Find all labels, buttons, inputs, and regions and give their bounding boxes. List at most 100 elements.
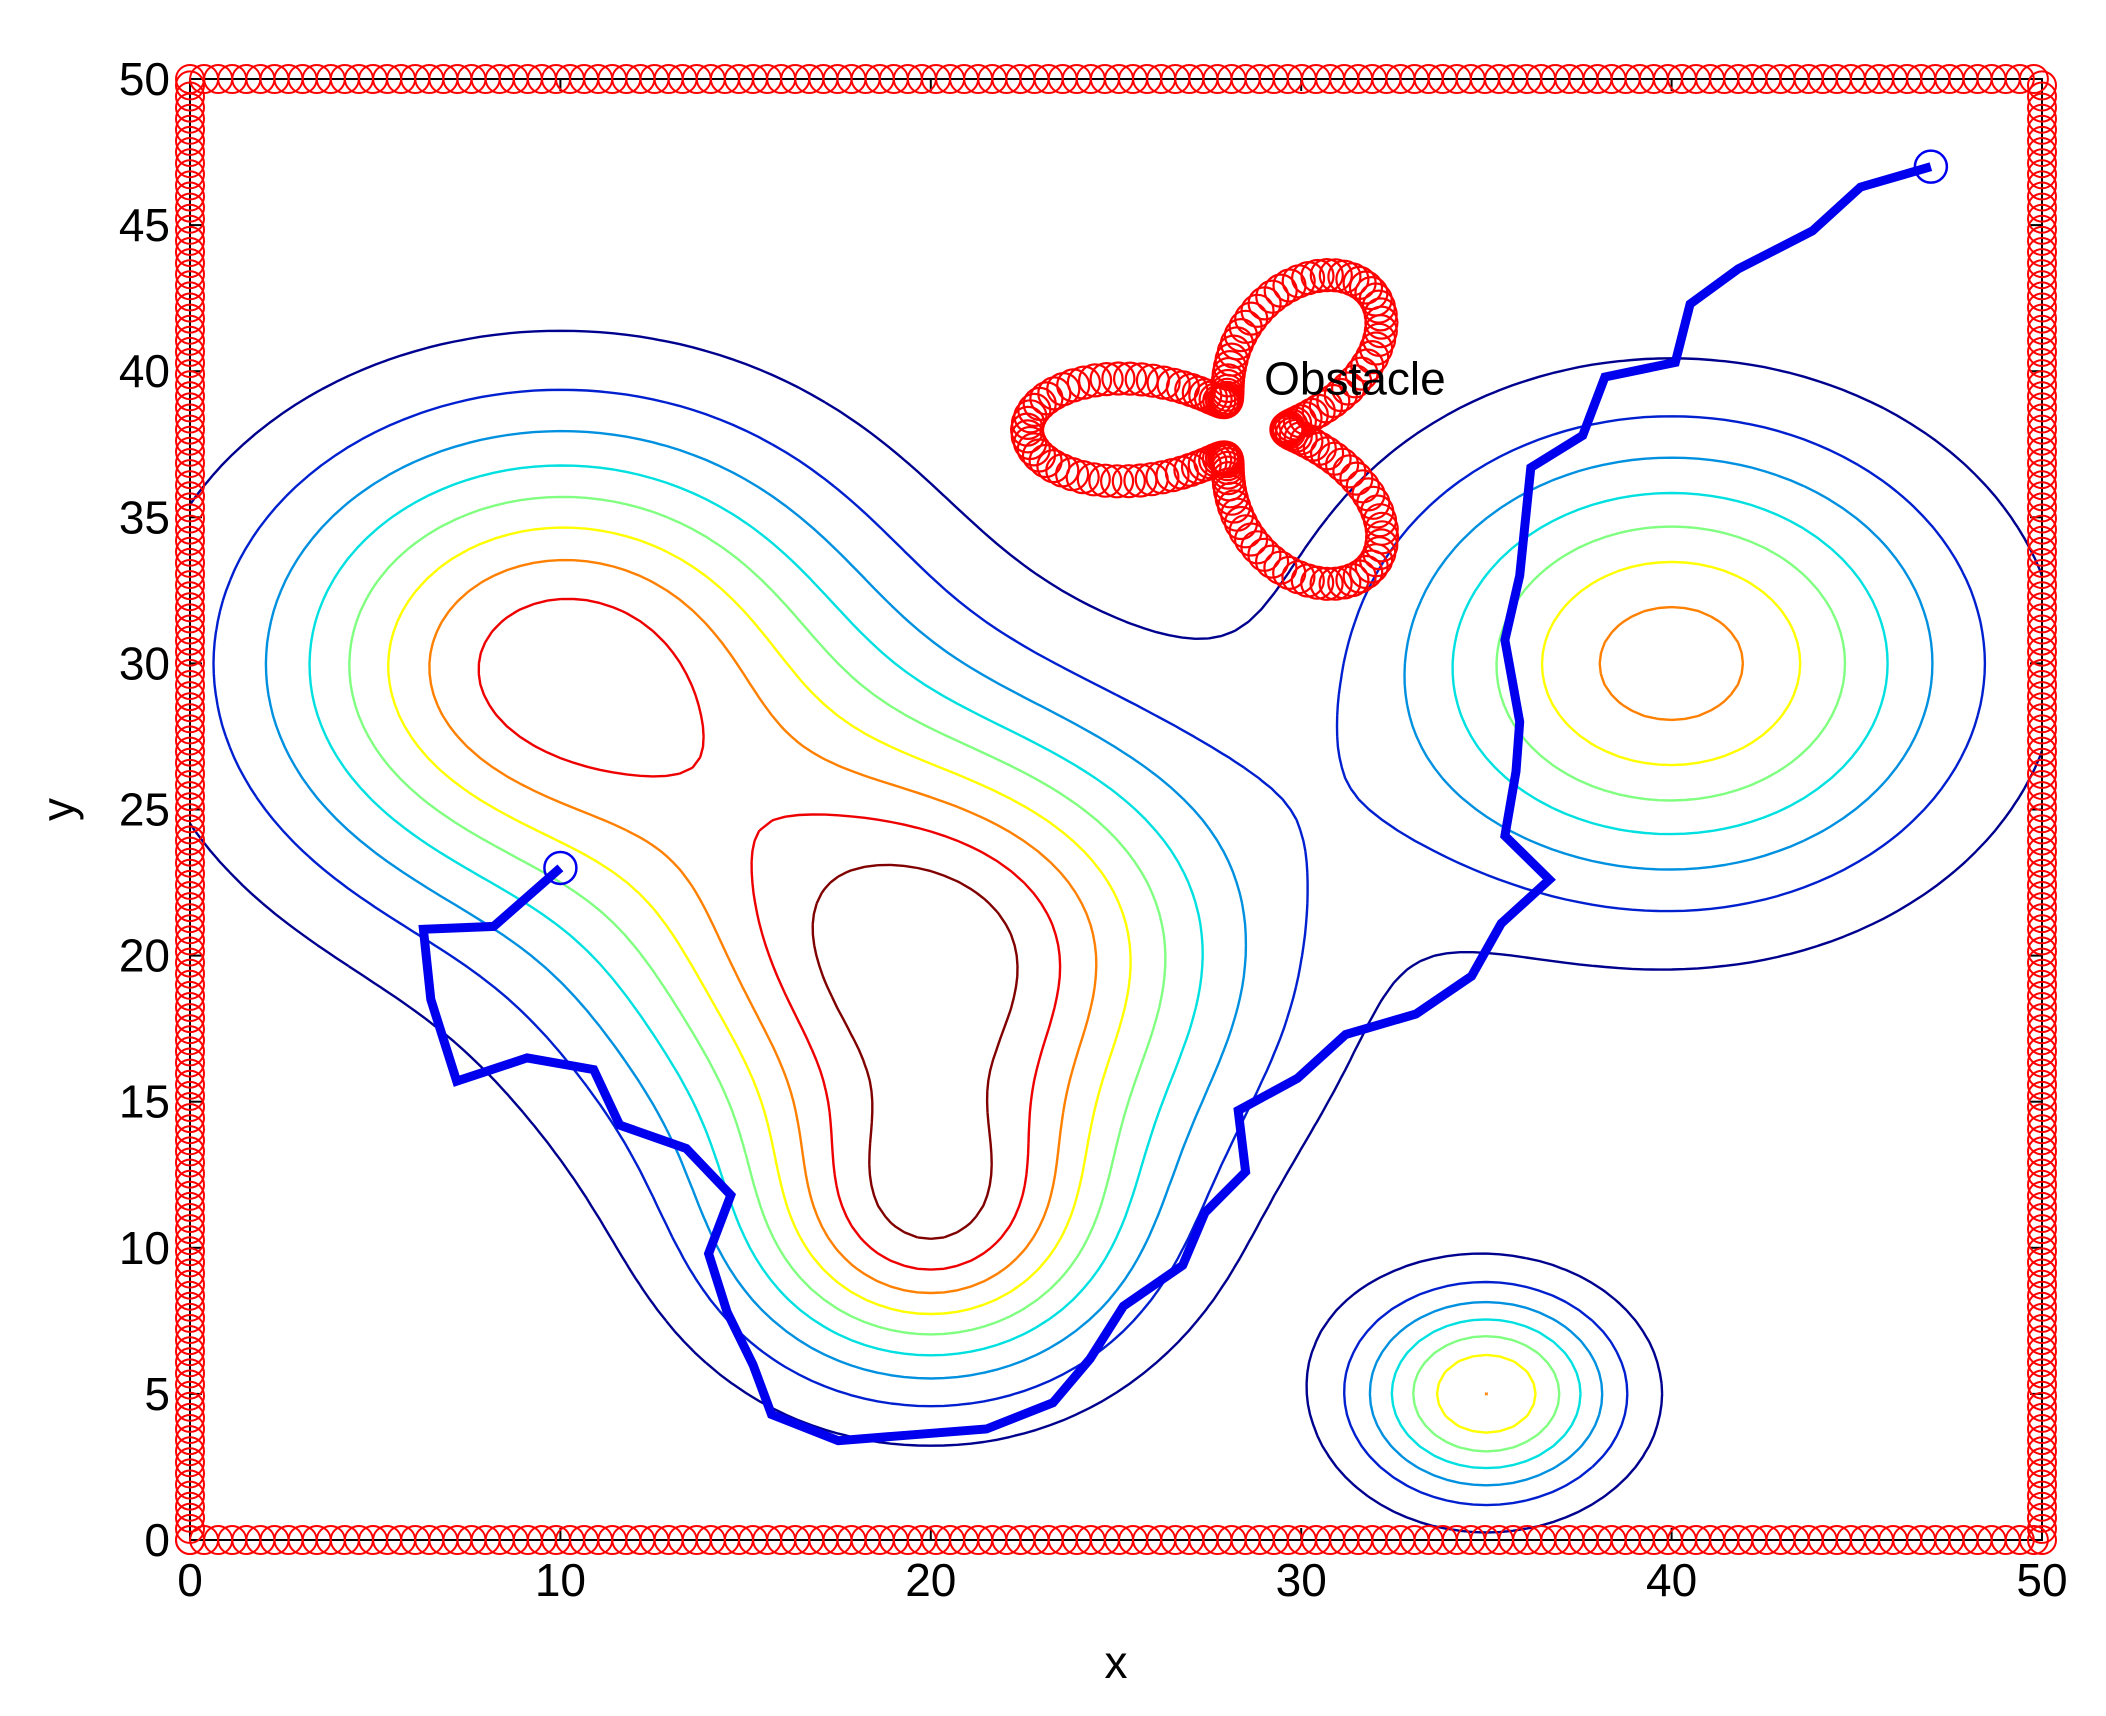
border-marker xyxy=(2027,1169,2057,1200)
border-marker xyxy=(175,1080,205,1111)
border-marker xyxy=(2027,636,2057,667)
border-marker xyxy=(2027,203,2057,234)
border-marker xyxy=(2027,1236,2057,1267)
border-marker xyxy=(175,936,205,967)
border-marker xyxy=(2027,403,2057,434)
obstacle-markers xyxy=(1009,258,1400,601)
obstacle-marker xyxy=(1036,449,1071,484)
border-marker xyxy=(175,1180,205,1211)
border-marker xyxy=(175,1513,205,1544)
border-marker xyxy=(175,1480,205,1511)
obstacle-marker xyxy=(1223,505,1259,541)
border-marker xyxy=(2027,170,2057,201)
border-marker xyxy=(2027,836,2057,867)
border-marker xyxy=(175,725,205,756)
border-marker xyxy=(175,1158,205,1189)
border-marker xyxy=(2027,270,2057,301)
border-marker xyxy=(175,758,205,789)
border-marker xyxy=(175,1214,205,1245)
border-marker xyxy=(175,1491,205,1522)
border-marker xyxy=(2027,681,2057,712)
border-marker xyxy=(175,92,205,123)
border-marker xyxy=(175,270,205,301)
border-marker xyxy=(2027,647,2057,678)
border-marker xyxy=(2027,925,2057,956)
border-marker xyxy=(175,692,205,723)
border-marker xyxy=(2027,1502,2057,1533)
border-marker xyxy=(2027,1369,2057,1400)
obstacle-marker xyxy=(1339,461,1374,496)
obstacle-marker xyxy=(1318,258,1353,293)
border-marker xyxy=(175,137,205,167)
border-marker xyxy=(175,947,205,978)
border-marker xyxy=(2027,670,2057,700)
border-marker xyxy=(2027,1158,2057,1189)
border-marker xyxy=(2027,847,2057,878)
border-marker xyxy=(2027,81,2057,112)
border-marker xyxy=(175,825,205,856)
border-marker xyxy=(175,1058,205,1089)
border-marker xyxy=(2027,503,2057,534)
obstacle-marker xyxy=(1089,362,1124,397)
border-marker xyxy=(175,770,205,800)
border-marker xyxy=(175,1025,205,1056)
border-marker xyxy=(2027,1480,2057,1511)
obstacle-marker xyxy=(1323,377,1358,413)
border-marker xyxy=(175,470,205,501)
border-marker xyxy=(2027,1047,2057,1078)
border-marker xyxy=(2004,64,2035,94)
obstacle-marker xyxy=(1088,463,1123,498)
border-marker xyxy=(2027,547,2057,578)
border-marker xyxy=(2027,336,2057,367)
border-marker xyxy=(175,481,205,512)
border-marker xyxy=(2027,92,2057,123)
obstacle-marker xyxy=(1254,544,1290,579)
border-marker xyxy=(2027,614,2057,645)
border-marker xyxy=(2027,125,2057,156)
border-marker xyxy=(2027,725,2057,756)
border-marker xyxy=(175,103,205,134)
border-marker xyxy=(2027,292,2057,323)
border-marker xyxy=(2027,1458,2057,1489)
border-marker xyxy=(175,1447,205,1478)
border-marker xyxy=(175,903,205,934)
border-marker xyxy=(175,559,205,589)
border-marker xyxy=(175,1125,205,1156)
border-marker xyxy=(2027,1291,2057,1322)
border-marker xyxy=(175,1258,205,1289)
border-marker xyxy=(175,348,205,378)
border-markers xyxy=(175,64,2057,1555)
border-marker xyxy=(175,803,205,834)
start-marker xyxy=(543,850,578,886)
path-line xyxy=(418,162,1933,1446)
border-marker xyxy=(175,1136,205,1167)
border-marker xyxy=(175,869,205,900)
border-marker xyxy=(175,392,205,423)
border-marker xyxy=(175,1169,205,1200)
border-marker xyxy=(175,281,205,312)
border-marker xyxy=(2027,1147,2057,1178)
obstacle-marker xyxy=(1342,265,1377,300)
border-marker xyxy=(2027,658,2057,689)
border-marker xyxy=(175,381,205,412)
contour-level-5 xyxy=(348,495,1847,1453)
y-tick-label: 35 xyxy=(119,491,170,543)
border-marker xyxy=(2027,525,2057,556)
border-marker xyxy=(175,536,205,567)
border-marker xyxy=(175,425,205,456)
border-marker xyxy=(175,1247,205,1278)
border-marker xyxy=(2027,1114,2057,1145)
y-tick-label: 40 xyxy=(119,345,170,397)
obstacle-marker xyxy=(1309,258,1344,293)
obstacle-marker xyxy=(1349,554,1384,590)
border-marker xyxy=(2027,1391,2057,1422)
contour-lines xyxy=(189,329,2044,1534)
border-marker xyxy=(175,647,205,678)
contour-level-8 xyxy=(477,597,1062,1271)
border-marker xyxy=(175,303,205,334)
border-marker xyxy=(2027,714,2057,745)
border-marker xyxy=(2027,225,2057,256)
obstacle-marker xyxy=(1076,462,1111,497)
axes: 0 10 20 30 40 50 0 5 10 15 20 25 30 35 40 45 50 xyxy=(119,53,2068,1606)
